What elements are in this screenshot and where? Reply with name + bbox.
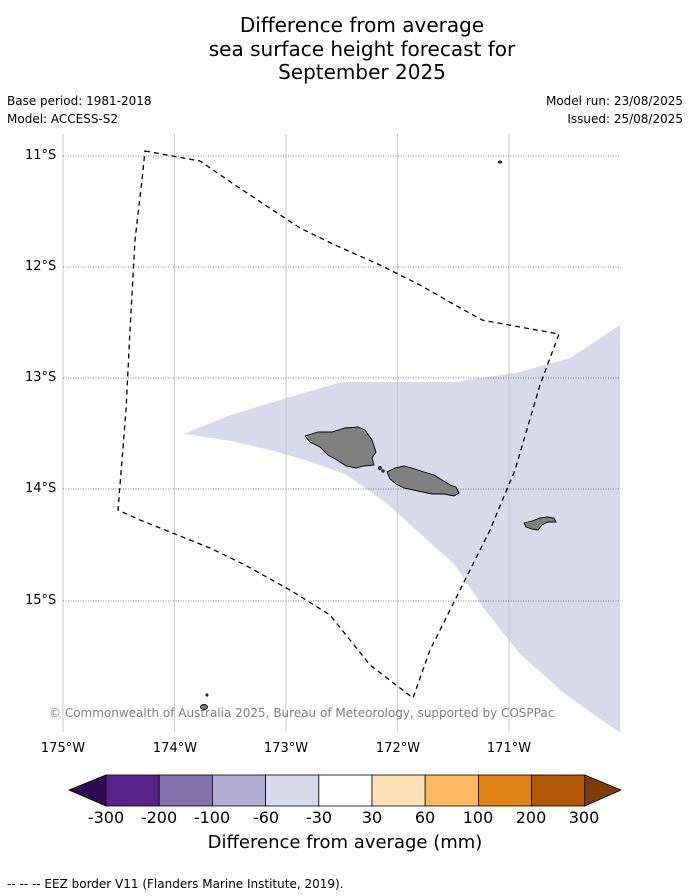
model-name: Model: ACCESS-S2 (7, 112, 119, 126)
lon-label-174w: 174°W (152, 741, 198, 756)
colorbar-tick: -200 (140, 808, 178, 827)
lon-label-175w: 175°W (40, 741, 86, 756)
colorbar-tick: 30 (361, 808, 383, 827)
lat-label-14s: 14°S (25, 481, 57, 496)
copyright-notice: © Commonwealth of Australia 2025, Bureau… (49, 706, 555, 720)
colorbar-bin-5 (318, 774, 373, 807)
colorbar-tick: 60 (414, 808, 436, 827)
south-islet-small (205, 693, 209, 697)
lon-label-171w: 171°W (486, 741, 532, 756)
colorbar-bin-1 (105, 774, 160, 807)
colorbar-label: Difference from average (mm) (207, 832, 483, 853)
lat-label-15s: 15°S (25, 593, 57, 608)
colorbar-bin-7 (424, 774, 479, 807)
colorbar-high-extension (584, 774, 623, 807)
colorbar-tick: -100 (193, 808, 231, 827)
title-line-2: sea surface height forecast for (208, 36, 516, 61)
south-islet (200, 704, 208, 710)
colorbar-tick: 100 (462, 808, 494, 827)
eez-legend: -- -- -- EEZ border V11 (Flanders Marine… (7, 877, 344, 891)
upolu-island (386, 465, 460, 497)
colorbar-tick: 300 (568, 808, 600, 827)
colorbar-bin-3 (211, 774, 266, 807)
islands (200, 160, 557, 710)
colorbar-bin-9 (531, 774, 586, 807)
savaii-island (304, 426, 377, 469)
lat-label-12s: 12°S (25, 259, 57, 274)
tutuila-island (523, 516, 557, 531)
colorbar-tick: 200 (515, 808, 547, 827)
issued-date: Issued: 25/08/2025 (567, 112, 683, 126)
lon-label-173w: 173°W (263, 741, 309, 756)
swains-island (497, 160, 503, 164)
anomaly-region (184, 325, 620, 732)
colorbar-tick: -60 (252, 808, 280, 827)
colorbar-tick: -300 (87, 808, 125, 827)
map-title: Difference from average sea surface heig… (0, 13, 690, 85)
colorbar-tick: -30 (305, 808, 333, 827)
meridians (62, 134, 510, 732)
colorbar-bin-8 (477, 774, 532, 807)
model-run: Model run: 23/08/2025 (545, 94, 683, 108)
apolima-islet (381, 469, 385, 473)
lat-label-11s: 11°S (25, 148, 57, 163)
colorbar-low-extension (67, 774, 107, 807)
colorbar-bin-4 (265, 774, 320, 807)
title-line-3: September 2025 (278, 60, 446, 84)
lon-label-172w: 172°W (375, 741, 421, 756)
parallels (63, 155, 620, 602)
title-line-1: Difference from average (239, 13, 485, 37)
colorbar-bin-6 (371, 774, 426, 807)
manono-islet (378, 466, 382, 470)
colorbar-bin-2 (158, 774, 213, 807)
colorbar (67, 774, 623, 807)
lat-label-13s: 13°S (25, 370, 57, 385)
base-period: Base period: 1981-2018 (7, 94, 152, 108)
